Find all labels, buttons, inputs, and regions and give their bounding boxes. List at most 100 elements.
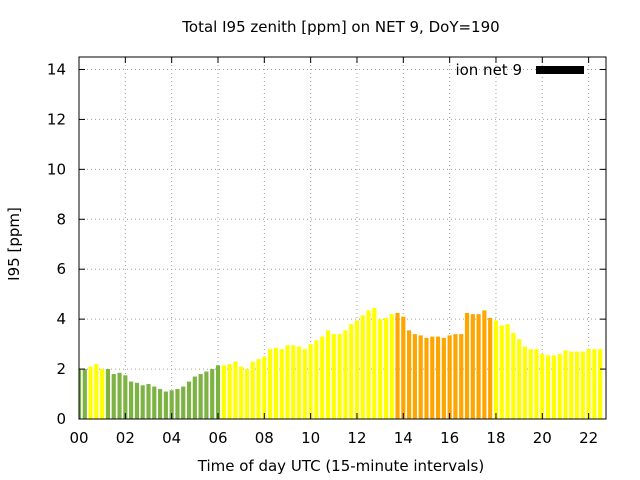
bar [314,340,319,419]
bar [488,317,493,419]
y-tick-label: 14 [47,60,66,78]
bar [296,346,302,419]
bar [140,385,145,419]
bar [441,337,446,419]
bar [534,349,539,419]
x-tick-label: 20 [533,429,552,447]
bar [244,369,250,419]
bar [580,351,585,419]
bar [325,330,331,419]
legend-swatch [536,66,584,74]
axis-ticks [78,57,606,420]
bar [563,350,568,419]
x-tick-label: 00 [69,429,88,447]
bar [470,314,475,419]
x-tick-label: 22 [579,429,598,447]
bar [227,364,232,419]
bar [210,369,215,419]
bar [493,320,499,419]
bar [551,355,556,419]
bar [540,354,545,419]
bar [435,336,441,419]
bar [546,355,551,419]
bar [557,354,562,419]
bar [424,337,429,419]
bar [221,365,226,419]
bar [152,386,157,419]
x-tick-label: 06 [208,429,227,447]
bar [401,316,406,419]
bar [181,386,186,419]
bars [79,307,603,419]
bar [383,317,389,419]
y-tick-label: 10 [47,160,66,178]
bar [343,330,348,419]
y-tick-label: 6 [56,260,66,278]
bar [337,334,342,419]
bar [100,369,105,419]
bar [105,369,111,419]
bar [117,372,122,419]
bar [134,382,139,419]
bar [360,315,365,419]
bar [598,349,603,419]
bar [88,366,93,419]
bar [192,376,197,419]
bar [574,351,580,419]
x-axis-label: Time of day UTC (15-minute intervals) [197,457,484,475]
bar [215,365,221,419]
bar [586,349,591,419]
bar [464,312,470,419]
grid [79,57,606,419]
bar [528,349,533,419]
bar [354,320,360,419]
bar [308,344,313,419]
bar [268,349,273,419]
bar [366,310,371,419]
bar [372,307,377,419]
legend: ion net 9 [455,61,584,79]
bar [233,361,238,419]
bar [395,312,400,419]
bar [79,369,82,419]
x-tick-label: 02 [116,429,135,447]
y-tick-label: 8 [56,210,66,228]
plot-border [78,56,607,420]
bar [349,324,354,419]
y-axis-label: I95 [ppm] [5,207,23,281]
bar [476,314,481,419]
bar [302,349,307,419]
bar [459,334,464,419]
x-tick-label: 08 [255,429,274,447]
bar [94,364,99,419]
bar [505,324,510,419]
bar [129,381,134,419]
bar [123,375,128,419]
bar [198,374,203,419]
bar [204,371,209,419]
bar [186,381,192,419]
bar [453,334,458,419]
x-tick-label: 10 [301,429,320,447]
bar [447,335,452,419]
x-tick-label: 04 [162,429,181,447]
legend-label: ion net 9 [455,61,522,79]
bar [169,390,174,419]
bar [320,336,325,419]
bar [430,336,435,419]
bar [378,319,383,419]
bar [569,351,574,419]
bar [285,345,290,419]
x-tick-label: 16 [440,429,459,447]
bar [511,332,516,419]
bar [163,391,168,419]
bar [291,345,296,419]
bar [82,369,87,419]
bar [418,335,423,419]
bar [157,389,163,419]
bar [592,349,597,419]
bar [331,334,336,419]
x-tick-label: 12 [347,429,366,447]
y-tick-label: 0 [56,410,66,428]
